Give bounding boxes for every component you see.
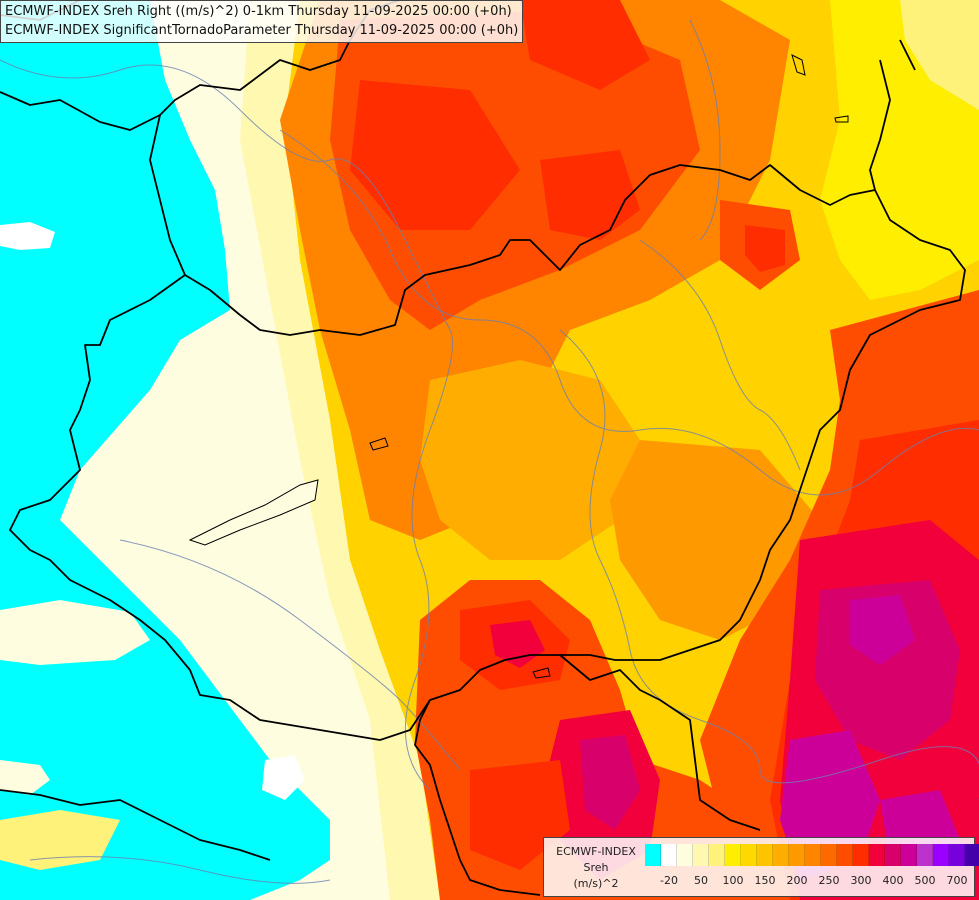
legend-swatch [645,844,661,866]
legend-tick-label: 300 [850,874,872,887]
legend-swatch [901,844,917,866]
title-line-stp: ECMWF-INDEX SignificantTornadoParameter … [5,23,519,38]
map-title-box: ECMWF-INDEX Sreh Right ((m/s)^2) 0-1km T… [0,0,524,43]
legend-swatch [677,844,693,866]
title-line-sreh: ECMWF-INDEX Sreh Right ((m/s)^2) 0-1km T… [5,4,512,19]
legend-swatch [789,844,805,866]
legend-swatch [965,844,979,866]
legend-tick-label: 400 [882,874,904,887]
legend-swatch [933,844,949,866]
lake-outlines [188,54,849,679]
legend-swatch [917,844,933,866]
legend-swatch [821,844,837,866]
legend-swatch [741,844,757,866]
color-legend: ECMWF-INDEX Sreh (m/s)^2 -20 50 100 150 200 2… [543,837,979,897]
legend-swatch [837,844,853,866]
legend-label: ECMWF-INDEX Sreh (m/s)^2 [548,844,644,892]
legend-tick-label: 250 [818,874,840,887]
legend-tick-label: 500 [914,874,936,887]
legend-swatch [757,844,773,866]
legend-swatches [645,844,979,866]
legend-tick-label: -20 [660,874,678,887]
legend-swatch [661,844,677,866]
legend-swatch [709,844,725,866]
legend-ticks: -20 50 100 150 200 250 300 400 500 700 [645,874,968,890]
legend-tick-label: 700 [946,874,968,887]
legend-swatch [853,844,869,866]
legend-tick-label: 200 [786,874,808,887]
legend-swatch [869,844,885,866]
legend-unit: (m/s)^2 [573,877,619,890]
legend-swatch [805,844,821,866]
legend-variable: Sreh [583,861,609,874]
legend-swatch [949,844,965,866]
legend-tick-label: 50 [694,874,708,887]
legend-swatch [693,844,709,866]
legend-swatch [773,844,789,866]
legend-source: ECMWF-INDEX [556,845,636,858]
legend-tick-label: 150 [754,874,776,887]
legend-swatch [885,844,901,866]
legend-tick-label: 100 [722,874,744,887]
legend-swatch [725,844,741,866]
